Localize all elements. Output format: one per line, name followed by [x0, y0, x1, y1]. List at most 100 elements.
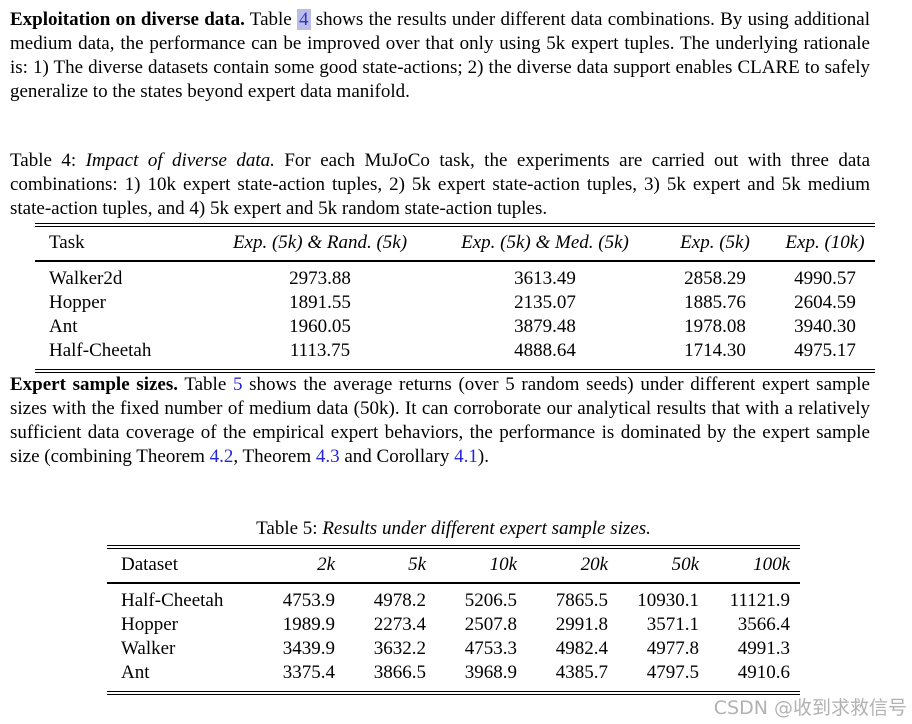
table5-header-row: Dataset 2k 5k 10k 20k 50k 100k [107, 547, 800, 584]
table4-header-exp5k: Exp. (5k) [655, 225, 775, 262]
table-cell: 2604.59 [794, 292, 856, 313]
table5-body: Half-Cheetah 4753.9 4978.2 5206.5 7865.5… [107, 583, 800, 693]
table4-header-exp5k-rand5k: Exp. (5k) & Rand. (5k) [205, 225, 435, 262]
table4-caption-title: Impact of diverse data. [85, 150, 275, 171]
table5-header-5k: 5k [345, 547, 436, 584]
table-cell: 2991.8 [555, 614, 608, 635]
table-cell: 3866.5 [373, 662, 426, 683]
table4-row-hopper: Hopper 1891.55 2135.07 1885.76 2604.59 [35, 291, 875, 315]
table-cell: 3613.49 [514, 268, 576, 289]
table-cell: 11121.9 [729, 590, 790, 611]
table4-header-exp10k: Exp. (10k) [775, 225, 875, 262]
paragraph-expert-text: , Theorem [233, 446, 316, 467]
table5-caption: Table 5: Results under different expert … [107, 517, 800, 541]
table4-header-task: Task [35, 225, 205, 262]
table4-header: Task Exp. (5k) & Rand. (5k) Exp. (5k) & … [35, 225, 875, 262]
table-cell: 4888.64 [514, 340, 576, 361]
table-cell: 5206.5 [464, 590, 517, 611]
table5-ref-link[interactable]: 5 [232, 374, 243, 395]
paragraph-expert-text: and Corollary [339, 446, 455, 467]
table4-body: Walker2d 2973.88 3613.49 2858.29 4990.57… [35, 261, 875, 371]
table-cell: 1891.55 [289, 292, 351, 313]
dataset-name: Half-Cheetah [121, 590, 224, 611]
table-cell: 3571.1 [646, 614, 699, 635]
paragraph-expert-sample-sizes: Expert sample sizes. Table 5 shows the a… [10, 373, 870, 469]
table-cell: 3879.48 [514, 316, 576, 337]
table5-header: Dataset 2k 5k 10k 20k 50k 100k [107, 547, 800, 584]
table-cell: 4975.17 [794, 340, 856, 361]
table4-row-half-cheetah: Half-Cheetah 1113.75 4888.64 1714.30 497… [35, 339, 875, 371]
table-cell: 3566.4 [737, 614, 790, 635]
table5-row-half-cheetah: Half-Cheetah 4753.9 4978.2 5206.5 7865.5… [107, 583, 800, 613]
table4: Task Exp. (5k) & Rand. (5k) Exp. (5k) & … [35, 223, 875, 373]
table-cell: 4982.4 [555, 638, 608, 659]
theorem-4-2-link[interactable]: 4.2 [209, 446, 234, 467]
table5: Dataset 2k 5k 10k 20k 50k 100k Half-Chee… [107, 545, 800, 695]
table-cell: 4385.7 [555, 662, 608, 683]
paragraph-exploitation: Exploitation on diverse data. Table 4 sh… [10, 8, 870, 104]
table-cell: 1714.30 [684, 340, 746, 361]
dataset-name: Hopper [121, 614, 178, 635]
dataset-name: Walker [121, 638, 176, 659]
paragraph-expert-text: Table [178, 374, 233, 395]
table-cell: 7865.5 [555, 590, 608, 611]
table5-header-10k: 10k [436, 547, 527, 584]
table-cell: 2973.88 [289, 268, 351, 289]
table-cell: 4753.9 [282, 590, 335, 611]
table-cell: 1885.76 [684, 292, 746, 313]
paragraph-exploitation-text: Table [244, 9, 298, 30]
table4-header-row: Task Exp. (5k) & Rand. (5k) Exp. (5k) & … [35, 225, 875, 262]
table-cell: 2507.8 [464, 614, 517, 635]
table-cell: 1978.08 [684, 316, 746, 337]
table-cell: 3632.2 [373, 638, 426, 659]
task-name: Walker2d [49, 268, 123, 289]
table5-header-100k: 100k [709, 547, 800, 584]
table-cell: 4977.8 [646, 638, 699, 659]
paragraph-expert-text: ). [477, 446, 489, 467]
table-cell: 1989.9 [282, 614, 335, 635]
paragraph-expert-lead: Expert sample sizes. [10, 374, 178, 395]
table-cell: 2858.29 [684, 268, 746, 289]
table-cell: 3375.4 [282, 662, 335, 683]
theorem-4-3-link[interactable]: 4.3 [315, 446, 340, 467]
table5-row-ant: Ant 3375.4 3866.5 3968.9 4385.7 4797.5 4… [107, 661, 800, 693]
table-cell: 3968.9 [464, 662, 517, 683]
table5-row-walker: Walker 3439.9 3632.2 4753.3 4982.4 4977.… [107, 637, 800, 661]
task-name: Hopper [49, 292, 106, 313]
table4-caption: Table 4: Impact of diverse data. For eac… [10, 149, 870, 221]
table5-header-dataset: Dataset [107, 547, 254, 584]
dataset-name: Ant [121, 662, 150, 683]
table4-row-ant: Ant 1960.05 3879.48 1978.08 3940.30 [35, 315, 875, 339]
paragraph-expert-text: shows the average returns (over 5 random… [10, 374, 870, 467]
table5-header-50k: 50k [618, 547, 709, 584]
table5-caption-prefix: Table 5: [256, 518, 323, 539]
task-name: Half-Cheetah [49, 340, 152, 361]
table-cell: 3439.9 [282, 638, 335, 659]
table-cell: 1113.75 [289, 340, 351, 361]
table4-header-exp5k-med5k: Exp. (5k) & Med. (5k) [435, 225, 655, 262]
task-name: Ant [49, 316, 78, 337]
table4-row-walker2d: Walker2d 2973.88 3613.49 2858.29 4990.57 [35, 261, 875, 291]
table-cell: 10930.1 [637, 590, 699, 611]
table-cell: 4910.6 [737, 662, 790, 683]
table5-row-hopper: Hopper 1989.9 2273.4 2507.8 2991.8 3571.… [107, 613, 800, 637]
corollary-4-1-link[interactable]: 4.1 [454, 446, 478, 467]
table-cell: 4978.2 [373, 590, 426, 611]
table5-caption-title: Results under different expert sample si… [322, 518, 651, 539]
table4-ref-link[interactable]: 4 [297, 9, 311, 30]
paragraph-exploitation-text: shows the results under different data c… [10, 9, 870, 102]
table4-caption-prefix: Table 4: [10, 150, 86, 171]
table-cell: 1960.05 [289, 316, 351, 337]
table-cell: 4990.57 [794, 268, 856, 289]
table-cell: 4797.5 [646, 662, 699, 683]
table5-header-2k: 2k [254, 547, 345, 584]
paragraph-exploitation-lead: Exploitation on diverse data. [10, 9, 245, 30]
table-cell: 2135.07 [514, 292, 576, 313]
csdn-watermark: CSDN @收到求救信号 [713, 697, 907, 719]
table-cell: 3940.30 [794, 316, 856, 337]
table-cell: 2273.4 [373, 614, 426, 635]
table-cell: 4753.3 [464, 638, 517, 659]
table4-caption-text: For each MuJoCo task, the experiments ar… [10, 150, 871, 219]
table-cell: 4991.3 [737, 638, 790, 659]
